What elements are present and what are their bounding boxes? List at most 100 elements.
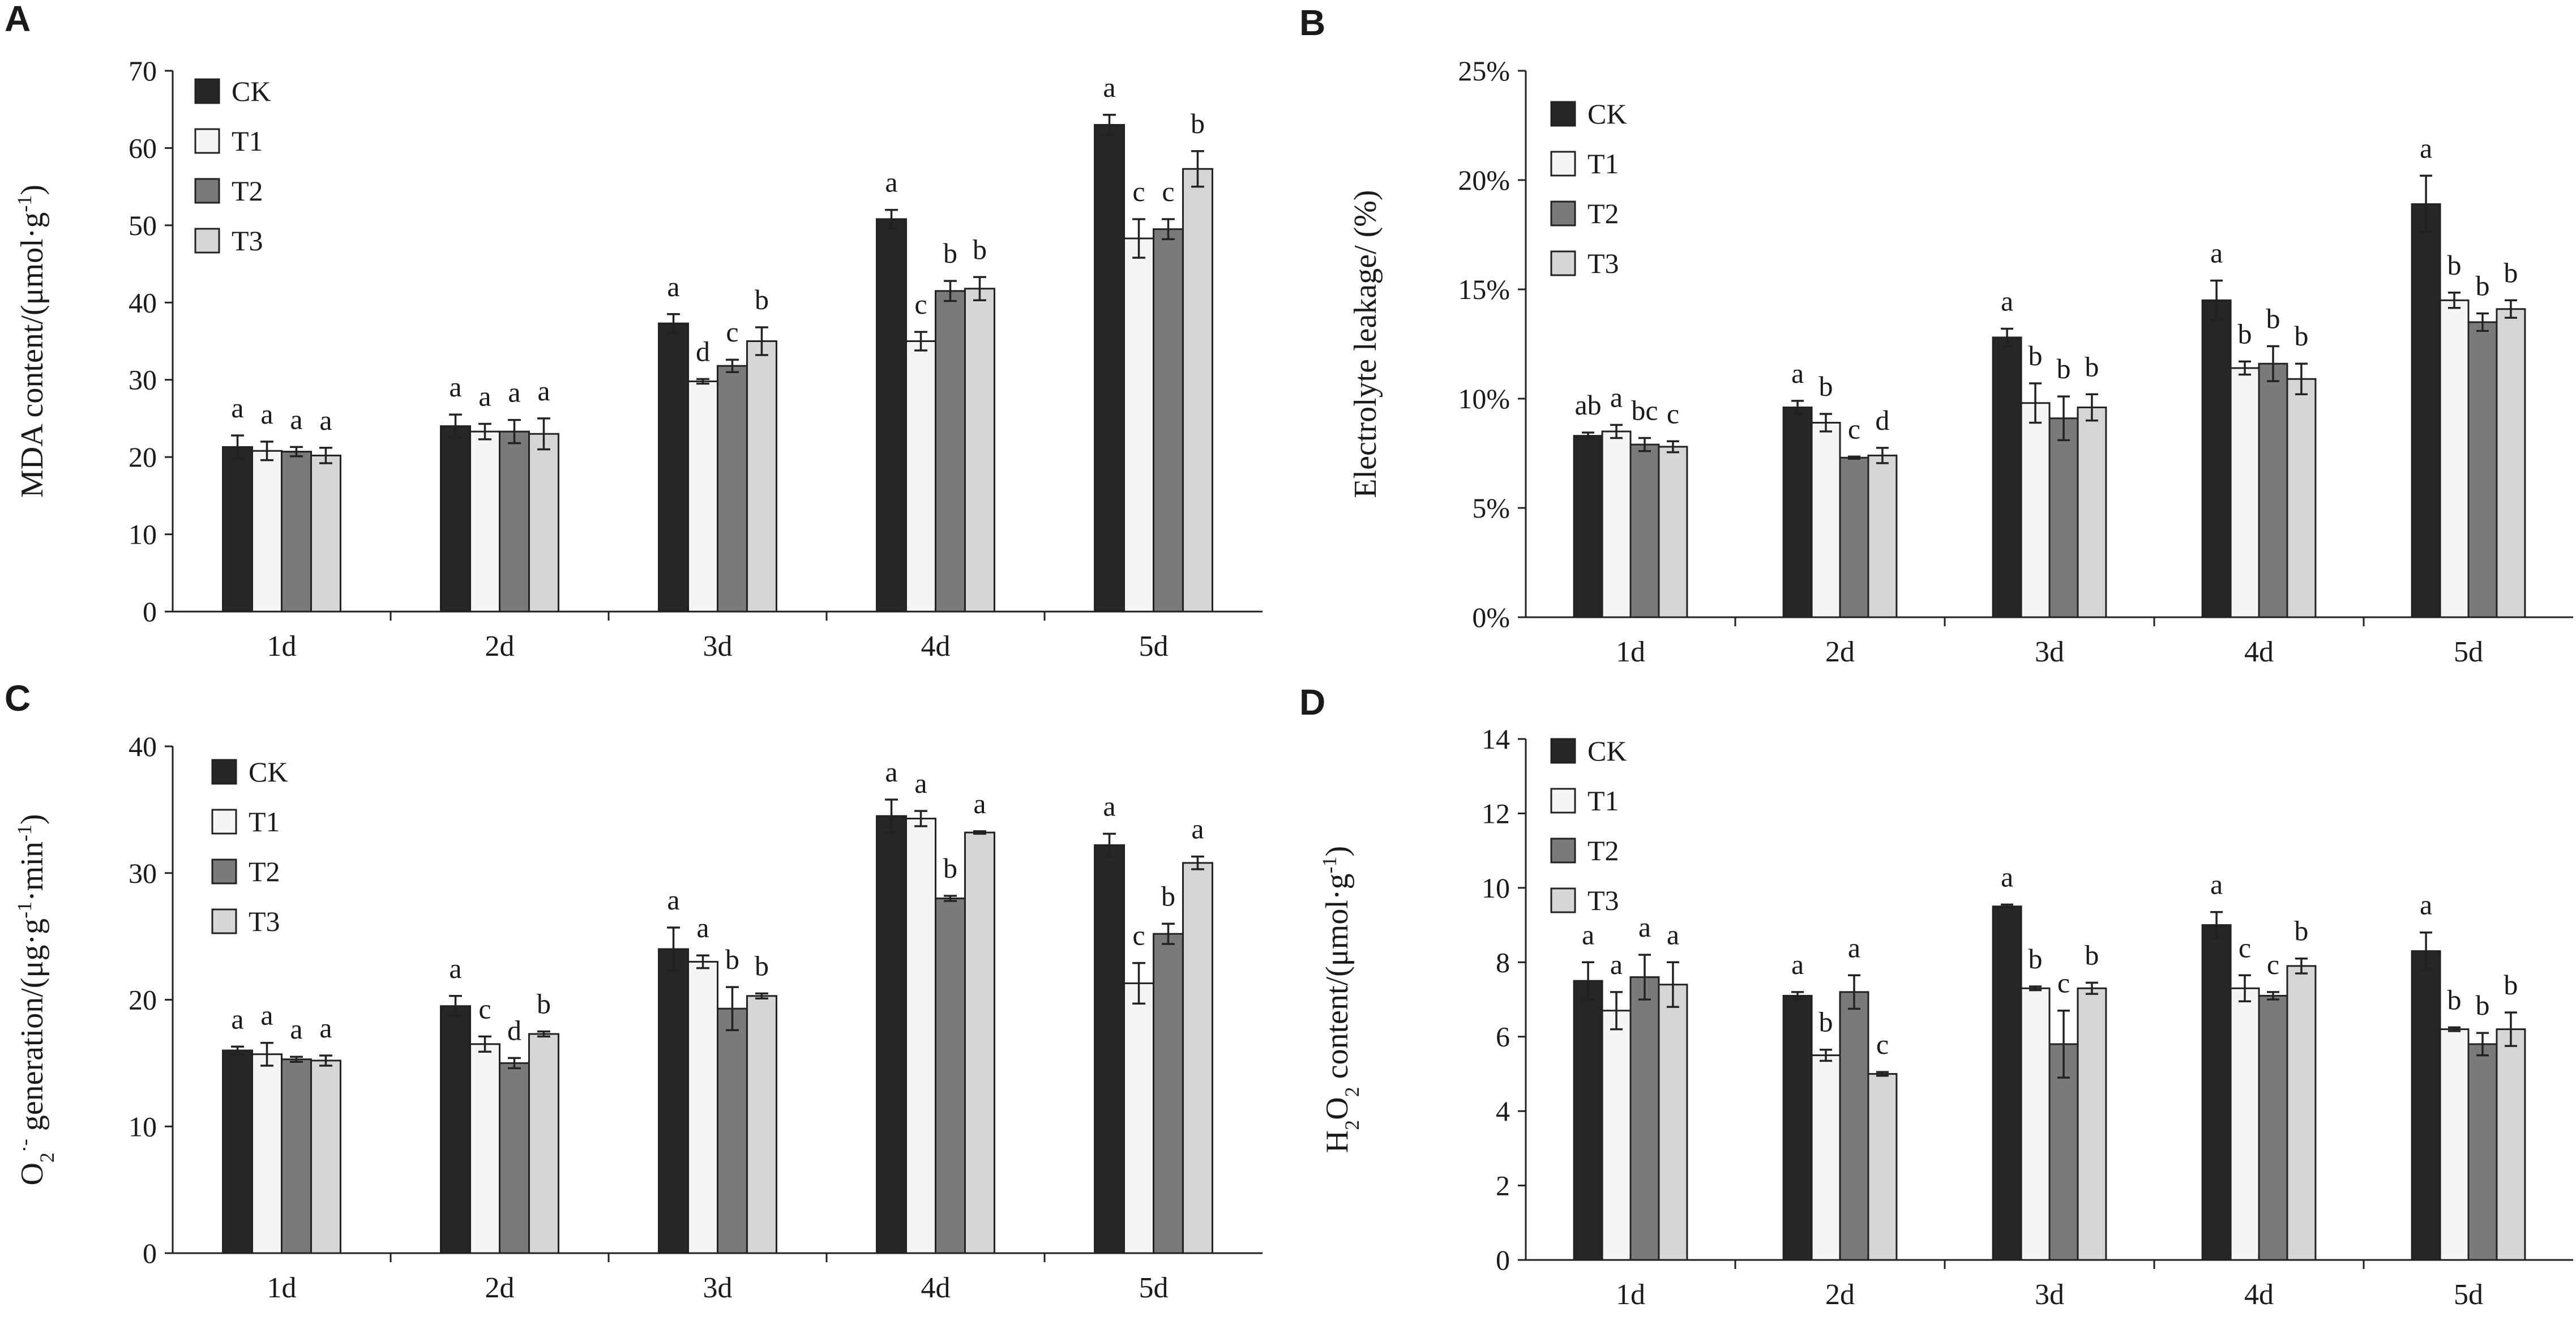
error-bar (2476, 312, 2489, 332)
bar-CK (440, 425, 472, 613)
error-bar (508, 1057, 521, 1070)
significance-letter: a (478, 380, 491, 412)
significance-letter: a (319, 1012, 332, 1044)
error-bar (914, 331, 927, 352)
error-bar (2504, 299, 2517, 319)
significance-letter: a (973, 788, 986, 819)
significance-letter: b (2475, 989, 2489, 1021)
bar-T2 (281, 1058, 312, 1254)
significance-letter: a (319, 404, 332, 436)
legend-label-T1: T1 (249, 806, 280, 838)
error-bar (1876, 1071, 1889, 1077)
significance-letter: a (1848, 932, 1860, 963)
error-bar (973, 830, 986, 835)
significance-letter: b (2475, 270, 2489, 301)
significance-letter: a (1791, 949, 1804, 980)
x-tick-label: 1d (267, 630, 297, 663)
error-bar (1876, 447, 1889, 464)
x-tick-label: 2d (1825, 636, 1855, 668)
significance-letter: a (231, 392, 243, 424)
error-bar (508, 418, 521, 445)
significance-letter: b (2085, 939, 2099, 971)
x-tick-label: 4d (921, 630, 951, 663)
error-bar (290, 446, 303, 458)
legend-label-T3: T3 (232, 225, 263, 257)
bar-T1 (1601, 430, 1632, 618)
error-bar (2295, 362, 2308, 396)
error-bar (260, 441, 273, 462)
error-bar (2295, 957, 2308, 975)
error-bar (885, 208, 898, 230)
error-bar (1132, 962, 1145, 1005)
bar-T3 (746, 340, 777, 613)
y-tick-label: 20% (1458, 164, 1510, 196)
error-bar (537, 1030, 550, 1038)
bar-T2 (2258, 994, 2288, 1261)
legend-swatch-T2 (194, 178, 220, 204)
error-bar (1820, 413, 1833, 433)
y-axis-label-part: -1 (13, 195, 36, 212)
y-axis-label-part: Electrolyte leakage/ (%) (1348, 190, 1383, 498)
significance-letter: ab (1574, 389, 1601, 421)
significance-letter: a (508, 377, 520, 408)
error-bar (2266, 345, 2279, 382)
bar-CK (1573, 980, 1603, 1261)
error-bar (260, 1041, 273, 1067)
y-tick-label: 2 (1496, 1170, 1510, 1202)
bar-T2 (1153, 228, 1184, 613)
error-bar (2420, 931, 2433, 971)
error-bar (1191, 855, 1204, 870)
y-axis-label-part: ·- (13, 1139, 36, 1152)
legend-swatch-T3 (1550, 250, 1576, 276)
error-bar (2029, 985, 2042, 992)
significance-letter: b (973, 233, 987, 265)
error-bar (2448, 1026, 2461, 1032)
significance-letter: a (537, 375, 550, 407)
bar-CK (658, 322, 690, 613)
x-tick-label: 5d (2454, 1279, 2483, 1311)
bar-T1 (687, 380, 719, 613)
significance-letter: a (885, 166, 897, 198)
significance-letter: a (2001, 861, 2013, 892)
significance-letter: a (667, 271, 679, 302)
error-bar (1666, 440, 1679, 454)
error-bar (1820, 1048, 1833, 1062)
significance-letter: a (290, 403, 302, 435)
significance-letter: a (1103, 790, 1115, 822)
bar-CK (1992, 336, 2022, 618)
bar-T3 (746, 995, 777, 1254)
y-tick-label: 40 (129, 730, 157, 762)
significance-letter: c (1132, 176, 1145, 207)
error-bar (2085, 981, 2098, 995)
x-tick-label: 3d (703, 1272, 733, 1304)
bar-T1 (251, 1053, 283, 1254)
bar-T2 (2258, 362, 2288, 618)
y-tick-label: 8 (1496, 946, 1510, 978)
significance-letter: b (755, 284, 769, 315)
error-bar (1638, 954, 1651, 1001)
significance-letter: b (2447, 249, 2462, 281)
legend-swatch-T1 (1550, 151, 1576, 177)
error-bar (1610, 424, 1623, 439)
error-bar (2239, 360, 2252, 376)
y-axis-label-part: ) (15, 185, 50, 195)
y-axis-label: MDA content/(μmol·g-1) (13, 185, 50, 498)
x-tick-label: 4d (2244, 636, 2274, 668)
bar-CK (440, 1005, 472, 1254)
significance-letter: a (449, 371, 461, 403)
x-tick-label: 3d (703, 630, 733, 663)
y-tick-label: 10 (129, 519, 157, 550)
error-bar (944, 280, 957, 302)
error-bar (2210, 911, 2223, 939)
error-bar (231, 434, 244, 460)
x-tick-label: 3d (2035, 1279, 2064, 1311)
error-bar (2448, 292, 2461, 309)
x-tick-label: 5d (1139, 630, 1169, 663)
y-axis-label-part: O (1320, 1097, 1355, 1120)
bar-CK (1992, 905, 2022, 1261)
legend-label-T3: T3 (249, 905, 280, 937)
y-tick-label: 50 (129, 210, 157, 241)
significance-letter: b (2029, 943, 2043, 975)
bar-CK (876, 815, 908, 1254)
